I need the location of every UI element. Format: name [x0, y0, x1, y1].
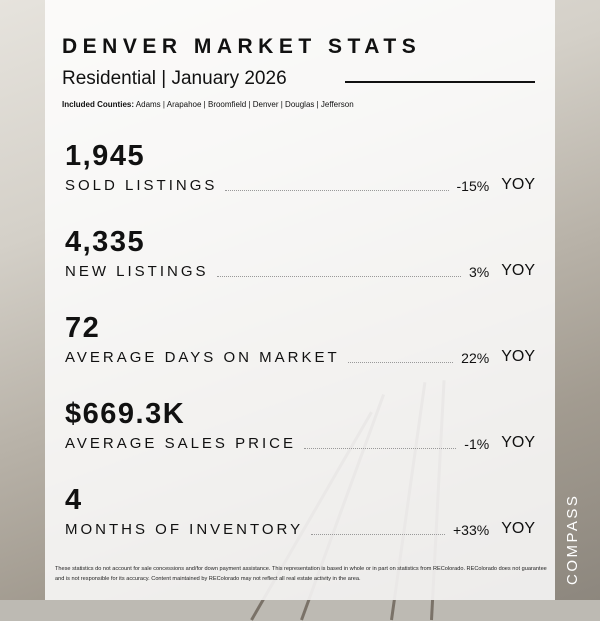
- stat-value: 4,335: [65, 226, 146, 258]
- counties-label: Included Counties:: [62, 100, 134, 109]
- counties-list: Adams | Arapahoe | Broomfield | Denver |…: [135, 100, 354, 109]
- stat-label: SOLD LISTINGS: [65, 177, 218, 194]
- stat-change: 3%: [468, 264, 490, 280]
- stat-label: AVERAGE SALES PRICE: [65, 435, 296, 452]
- divider: [345, 81, 535, 83]
- included-counties: Included Counties: Adams | Arapahoe | Br…: [62, 100, 354, 109]
- stats-panel: [45, 0, 555, 600]
- stat-label: AVERAGE DAYS ON MARKET: [65, 349, 340, 366]
- yoy-label: YOY: [501, 520, 535, 537]
- yoy-label: YOY: [501, 262, 535, 279]
- stat-value: 1,945: [65, 140, 146, 172]
- stat-average-days-on-market: 72 AVERAGE DAYS ON MARKET 22% YOY: [65, 312, 535, 382]
- subtitle: Residential | January 2026: [62, 68, 287, 89]
- stat-value: $669.3K: [65, 398, 186, 430]
- stat-months-of-inventory: 4 MONTHS OF INVENTORY +33% YOY: [65, 484, 535, 554]
- stat-label: NEW LISTINGS: [65, 263, 209, 280]
- yoy-label: YOY: [501, 348, 535, 365]
- stat-change: -15%: [456, 178, 490, 194]
- dot-leader: [347, 362, 454, 363]
- page-title: DENVER MARKET STATS: [62, 35, 422, 58]
- disclaimer: These statistics do not account for sale…: [55, 566, 547, 582]
- stat-change: +33%: [453, 522, 490, 538]
- stat-value: 72: [65, 312, 101, 344]
- dot-leader: [225, 190, 449, 191]
- yoy-label: YOY: [501, 434, 535, 451]
- stat-label: MONTHS OF INVENTORY: [65, 521, 304, 538]
- yoy-label: YOY: [501, 176, 535, 193]
- compass-logo: COMPASS: [564, 493, 581, 585]
- stat-sold-listings: 1,945 SOLD LISTINGS -15% YOY: [65, 140, 535, 210]
- stat-average-sales-price: $669.3K AVERAGE SALES PRICE -1% YOY: [65, 398, 535, 468]
- stat-change: 22%: [461, 350, 490, 366]
- dot-leader: [216, 276, 461, 277]
- stat-value: 4: [65, 484, 83, 516]
- stat-new-listings: 4,335 NEW LISTINGS 3% YOY: [65, 226, 535, 296]
- dot-leader: [311, 534, 445, 535]
- dot-leader: [303, 448, 457, 449]
- stat-change: -1%: [464, 436, 490, 452]
